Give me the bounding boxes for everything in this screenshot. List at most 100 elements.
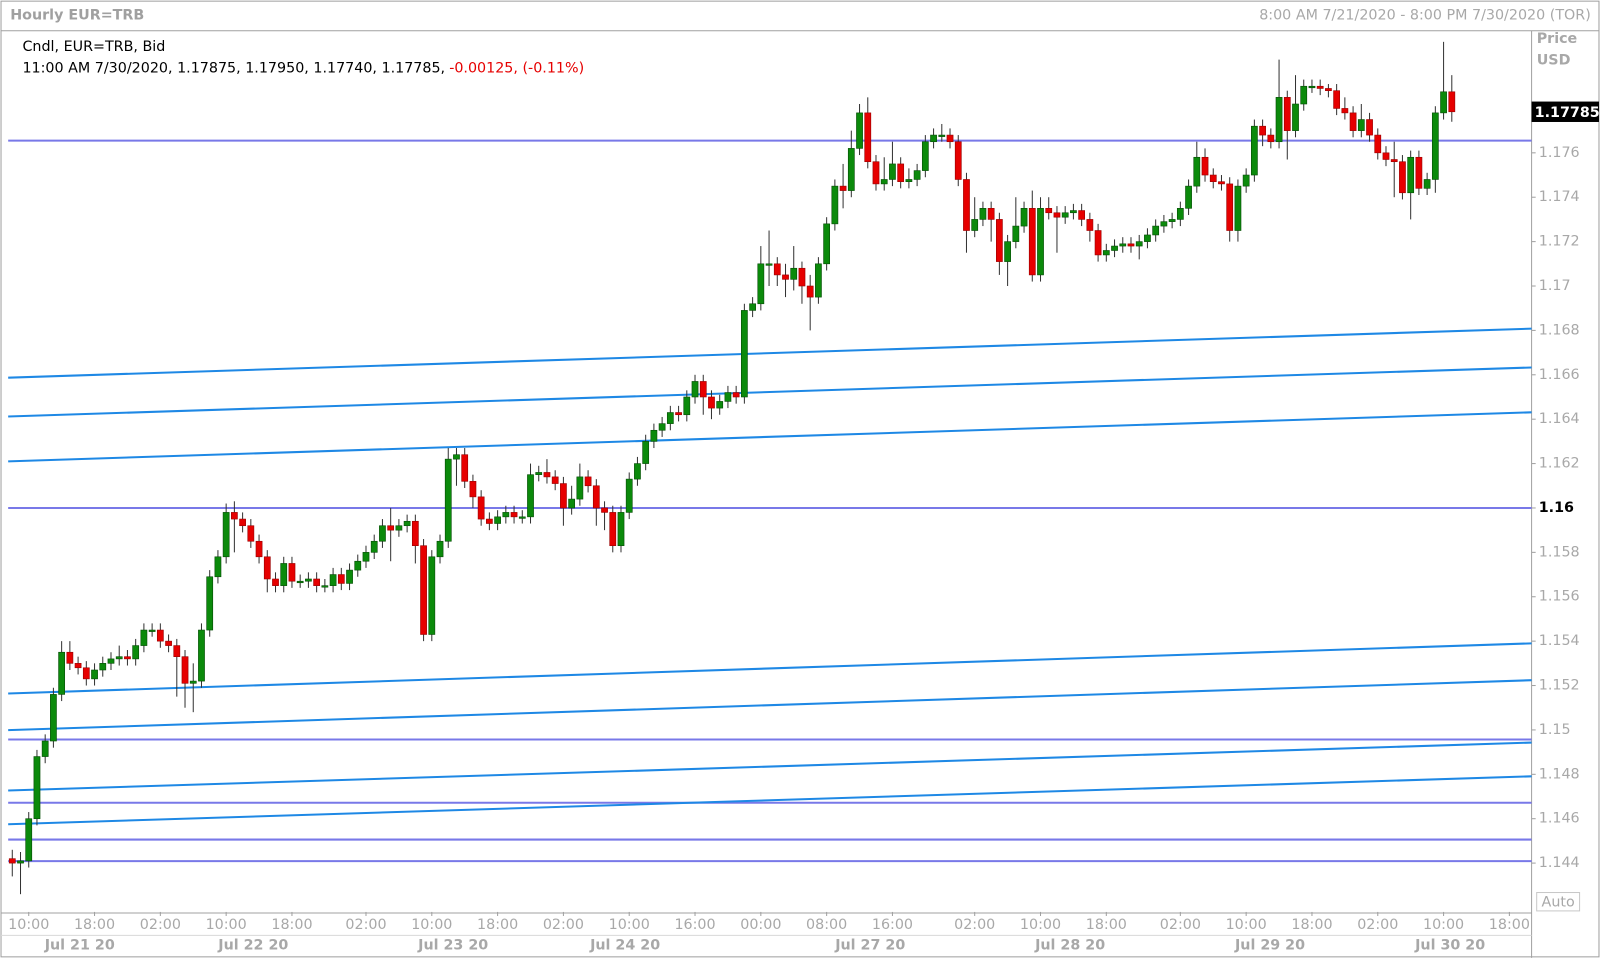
candle-body xyxy=(1399,161,1406,194)
x-tick-label: 02:00 xyxy=(345,917,386,933)
candle-body xyxy=(1061,212,1069,218)
candle-body xyxy=(847,148,855,191)
candle-body xyxy=(1144,234,1151,242)
candle-body xyxy=(535,472,543,475)
candle-body xyxy=(1292,103,1299,131)
date-label: Jul 29 20 xyxy=(1234,938,1305,954)
candle-body xyxy=(387,525,395,531)
y-tick-label: 1.154 xyxy=(1539,633,1580,649)
trend-line xyxy=(8,741,1532,792)
candle-body xyxy=(699,381,707,398)
x-tick-label: 18:00 xyxy=(271,917,312,933)
candle-body xyxy=(1037,208,1044,276)
auto-button[interactable] xyxy=(1536,892,1581,912)
candle-body xyxy=(543,472,551,478)
candle-body xyxy=(453,454,460,460)
candle-body xyxy=(420,545,427,635)
candle-body xyxy=(617,512,625,547)
candle-body xyxy=(765,263,773,266)
candle-body xyxy=(1209,174,1217,182)
candle-body xyxy=(239,518,246,527)
candle-body xyxy=(658,423,666,431)
candle-body xyxy=(1160,221,1168,227)
candle-body xyxy=(1316,85,1324,89)
candle-body xyxy=(1251,125,1258,176)
candle-body xyxy=(938,134,946,137)
candle-body xyxy=(1053,212,1061,218)
candle-body xyxy=(1242,174,1250,187)
candle-body xyxy=(1020,208,1028,227)
candle-body xyxy=(469,481,477,498)
candle-body xyxy=(1300,85,1308,105)
candle-body xyxy=(189,680,197,684)
candle-body xyxy=(165,640,172,646)
x-tick-label: 16:00 xyxy=(674,917,715,933)
candle-body xyxy=(1201,156,1209,176)
x-tick-label: 00:00 xyxy=(740,917,781,933)
axis-unit: USD xyxy=(1537,52,1571,68)
x-tick-label: 16:00 xyxy=(872,917,913,933)
y-tick-label: 1.166 xyxy=(1539,367,1580,383)
candle-body xyxy=(1111,245,1118,251)
candle-body xyxy=(436,540,444,558)
candle-body xyxy=(1012,225,1020,242)
auto-button-label[interactable]: Auto xyxy=(1542,895,1575,911)
x-tick-label: 18:00 xyxy=(477,917,518,933)
candle-body xyxy=(576,476,584,500)
candle-body xyxy=(650,429,658,442)
trend-line xyxy=(8,411,1532,463)
y-tick-label: 1.162 xyxy=(1539,456,1580,472)
candle-body xyxy=(263,556,271,580)
candle-body xyxy=(1259,125,1266,136)
candle-body xyxy=(428,556,436,635)
y-tick-label: 1.176 xyxy=(1539,145,1580,161)
candle-body xyxy=(798,267,806,287)
candle-body xyxy=(1135,241,1143,247)
candle-body xyxy=(683,396,691,416)
candle-body xyxy=(1333,90,1341,109)
x-tick-label: 02:00 xyxy=(1160,917,1201,933)
date-label: Jul 22 20 xyxy=(217,938,288,954)
candle-body xyxy=(477,496,485,520)
candle-body xyxy=(91,669,98,680)
date-label: Jul 24 20 xyxy=(589,938,660,954)
candle-body xyxy=(486,518,493,524)
candle-body xyxy=(1325,88,1332,91)
candle-body xyxy=(1078,210,1086,220)
plot-area: 1.144 1.146 1.148 1.15 1.152 1.154 1.156 1.158 1… xyxy=(8,41,1580,954)
candle-body xyxy=(930,134,937,143)
candle-body xyxy=(963,179,970,231)
x-tick-label: 02:00 xyxy=(543,917,584,933)
date-label: Jul 30 20 xyxy=(1414,938,1485,954)
candle-body xyxy=(592,485,600,509)
candle-body xyxy=(124,656,131,660)
candle-body xyxy=(872,161,880,185)
candle-body xyxy=(99,663,107,671)
candle-body xyxy=(1218,181,1225,185)
candle-body xyxy=(913,170,921,180)
candle-body xyxy=(444,458,452,542)
candle-body xyxy=(749,303,756,311)
candle-body xyxy=(1448,91,1456,113)
candle-body xyxy=(198,629,205,682)
date-label: Jul 28 20 xyxy=(1034,938,1105,954)
candle-body xyxy=(1127,243,1135,247)
y-tick-label: 1.172 xyxy=(1539,234,1580,250)
candle-body xyxy=(1382,152,1390,160)
x-tick-label: 08:00 xyxy=(806,917,847,933)
candle-body xyxy=(354,560,362,571)
y-tick-label: 1.15 xyxy=(1539,722,1571,738)
candle-body xyxy=(806,285,814,298)
candle-body xyxy=(362,552,370,562)
candle-body xyxy=(288,563,296,582)
candle-body xyxy=(1407,156,1415,194)
candle-body xyxy=(987,208,995,220)
candle-body xyxy=(181,656,189,684)
candle-body xyxy=(666,412,674,424)
candle-body xyxy=(305,578,312,582)
x-tick-label: 02:00 xyxy=(954,917,995,933)
candle-body xyxy=(222,512,230,558)
candle-body xyxy=(568,498,576,509)
